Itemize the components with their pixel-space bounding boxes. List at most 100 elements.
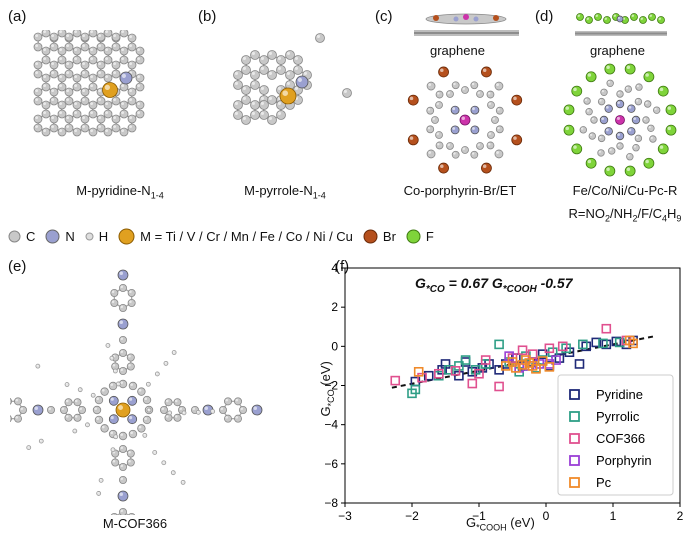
x-tick-label: 2 bbox=[677, 509, 684, 523]
carbon-atom bbox=[92, 405, 102, 415]
fluorine-atom bbox=[571, 85, 583, 97]
nitrogen-atom bbox=[616, 15, 624, 23]
carbon-atom bbox=[111, 96, 121, 106]
carbon-atom bbox=[476, 90, 484, 98]
carbon-atom bbox=[259, 100, 269, 110]
data-point-cof366 bbox=[527, 349, 538, 359]
nitrogen-atom bbox=[604, 127, 613, 136]
carbon-atom bbox=[173, 413, 182, 422]
hydrogen-atom bbox=[167, 410, 173, 416]
carbon-atom bbox=[451, 150, 460, 159]
carbon-atom bbox=[73, 413, 82, 422]
carbon-atom bbox=[127, 289, 136, 298]
data-point-pyrrolic bbox=[598, 338, 608, 349]
carbon-atom bbox=[64, 123, 74, 133]
carbon-atom bbox=[135, 100, 145, 110]
carbon-atom bbox=[164, 413, 173, 422]
nitrogen-atom bbox=[599, 115, 609, 125]
metal-atom bbox=[102, 82, 118, 98]
carbon-atom bbox=[649, 135, 657, 143]
fluorine-atom bbox=[639, 16, 647, 24]
carbon-atom bbox=[103, 55, 113, 65]
fluorine-atom bbox=[657, 16, 665, 24]
nitrogen-atom bbox=[631, 115, 641, 125]
carbon-atom bbox=[267, 50, 277, 60]
hydrogen-atom bbox=[115, 381, 121, 387]
data-point-pc bbox=[527, 361, 538, 371]
carbon-atom bbox=[41, 55, 51, 65]
carbon-atom bbox=[135, 46, 145, 56]
carbon-atom bbox=[119, 444, 128, 453]
y-tick-label: −8 bbox=[324, 496, 338, 510]
carbon-atom bbox=[435, 90, 444, 99]
carbon-atom bbox=[80, 87, 90, 97]
carbon-atom bbox=[137, 387, 146, 396]
carbon-atom bbox=[250, 110, 260, 120]
carbon-atom bbox=[642, 116, 650, 124]
carbon-atom bbox=[88, 46, 98, 56]
carbon-atom bbox=[119, 462, 128, 471]
carbon-atom bbox=[461, 146, 469, 154]
hydrogen-atom bbox=[96, 491, 102, 496]
bromine-atom bbox=[407, 94, 419, 106]
carbon-atom bbox=[80, 60, 90, 70]
bromine-atom bbox=[511, 94, 523, 106]
data-point-cof366 bbox=[390, 375, 401, 386]
x-tick-label: −3 bbox=[338, 509, 352, 523]
carbon-atom bbox=[127, 87, 137, 97]
carbon-atom bbox=[100, 387, 109, 396]
carbon-atom bbox=[583, 97, 591, 105]
carbon-atom bbox=[119, 475, 128, 484]
nitrogen-atom bbox=[108, 414, 119, 425]
nitrogen-atom bbox=[627, 104, 636, 113]
carbon-atom bbox=[491, 116, 499, 124]
carbon-atom bbox=[250, 100, 260, 110]
carbon-atom bbox=[159, 405, 168, 414]
carbon-atom bbox=[634, 97, 643, 106]
carbon-atom bbox=[635, 83, 643, 91]
scatter-chart: −3 −2 −1 0 1 2 −8 −6 −4 −2 0 2 4 Pyridine Pyrrolic COF… bbox=[324, 261, 684, 523]
carbon-atom bbox=[259, 65, 269, 75]
fluorine-atom bbox=[585, 157, 597, 169]
carbon-atom bbox=[128, 513, 136, 515]
x-tick-label: −2 bbox=[405, 509, 419, 523]
nitrogen-atom bbox=[127, 395, 138, 406]
carbon-atom bbox=[426, 149, 436, 159]
hydrogen-atom bbox=[145, 381, 151, 387]
carbon-atom bbox=[96, 123, 106, 133]
bromine-atom bbox=[438, 162, 449, 174]
carbon-atom bbox=[49, 69, 59, 79]
carbon-atom bbox=[41, 109, 51, 119]
carbon-atom bbox=[241, 85, 251, 95]
fluorine-atom bbox=[571, 143, 583, 155]
nitrogen-atom bbox=[450, 125, 460, 135]
carbon-atom bbox=[49, 32, 59, 42]
carbon-atom bbox=[103, 109, 113, 119]
legend-item-br: Br bbox=[363, 229, 396, 244]
y-tick-label: 0 bbox=[331, 339, 338, 353]
carbon-atom-icon bbox=[8, 230, 21, 243]
carbon-atom bbox=[33, 69, 43, 79]
nitrogen-atom bbox=[470, 105, 480, 115]
panel-f-label: (f) bbox=[335, 258, 350, 275]
carbon-atom bbox=[126, 458, 135, 467]
hydrogen-atom bbox=[146, 407, 152, 413]
carbon-atom bbox=[10, 397, 12, 405]
carbon-atom bbox=[111, 69, 121, 79]
nitrogen-atom bbox=[627, 127, 636, 136]
carbon-atom bbox=[600, 88, 608, 96]
carbon-atom bbox=[88, 73, 98, 83]
legend-marker bbox=[569, 411, 580, 422]
y-axis-label: G*CO (eV) bbox=[318, 361, 336, 417]
data-point-pyrrolic bbox=[410, 384, 421, 395]
carbon-atom bbox=[49, 60, 59, 70]
nitrogen-atom bbox=[117, 318, 129, 330]
bromine-atom bbox=[438, 66, 449, 78]
data-point-pc bbox=[507, 357, 518, 367]
bromine-atom bbox=[481, 66, 492, 78]
hydrogen-atom bbox=[210, 408, 216, 414]
hydrogen-atom bbox=[171, 350, 177, 355]
carbon-atom bbox=[494, 149, 504, 159]
hydrogen-atom bbox=[72, 428, 78, 434]
data-point-porphyrin bbox=[551, 355, 561, 365]
